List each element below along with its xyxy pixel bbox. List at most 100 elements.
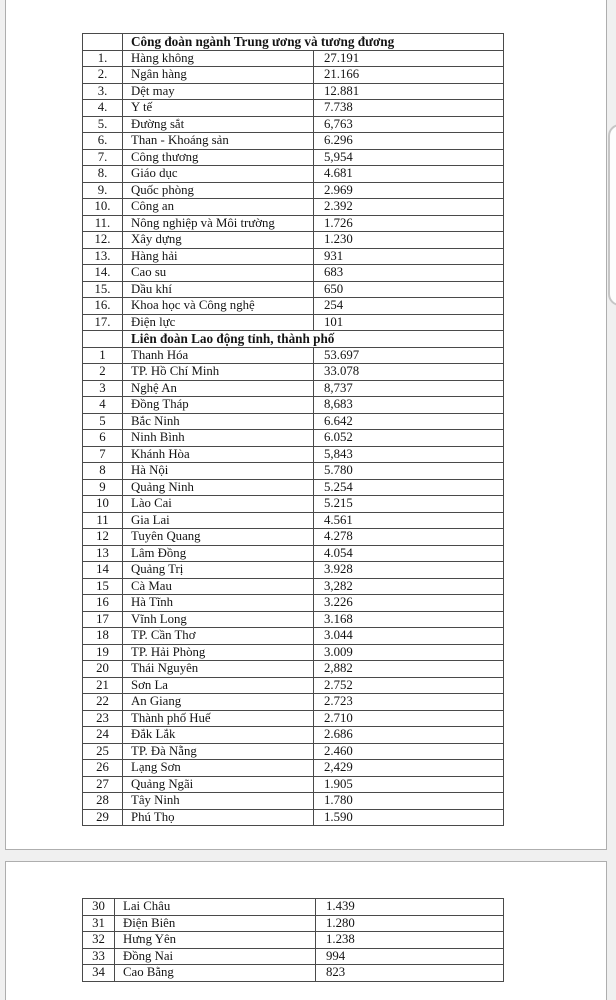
row-number-cell: 8. — [82, 165, 123, 183]
member-count-cell: 994 — [315, 947, 504, 965]
union-name-cell: Thái Nguyên — [122, 660, 314, 678]
table-row: 12 Tuyên Quang 4.278 — [82, 528, 504, 546]
row-number-cell: 29 — [82, 808, 123, 826]
member-count-cell: 1.780 — [313, 792, 504, 810]
row-number-cell: 8 — [82, 462, 123, 480]
union-name-cell: TP. Đà Nẵng — [122, 742, 314, 760]
row-number-cell: 17 — [82, 610, 123, 628]
member-count-cell: 1.280 — [315, 914, 504, 932]
empty-number-cell — [82, 330, 123, 348]
union-name-cell: Nghệ An — [122, 379, 314, 397]
member-count-cell: 6.052 — [313, 429, 504, 447]
table-row: 13 Lâm Đồng 4.054 — [82, 544, 504, 562]
row-number-cell: 30 — [82, 898, 115, 916]
union-membership-table: Công đoàn ngành Trung ương và tương đươn… — [82, 33, 504, 826]
member-count-cell: 2.460 — [313, 742, 504, 760]
union-name-cell: Hà Tĩnh — [122, 594, 314, 612]
row-number-cell: 6. — [82, 132, 123, 150]
table-row: 3 Nghệ An 8,737 — [82, 379, 504, 397]
table-row: 29 Phú Thọ 1.590 — [82, 808, 504, 826]
union-name-cell: Khoa học và Công nghệ — [122, 297, 314, 315]
table-row: 17 Vĩnh Long 3.168 — [82, 610, 504, 628]
union-name-cell: Quảng Trị — [122, 561, 314, 579]
row-number-cell: 15. — [82, 280, 123, 298]
table-row: 11 Gia Lai 4.561 — [82, 511, 504, 529]
union-name-cell: Hàng hải — [122, 247, 314, 265]
table-row: 28 Tây Ninh 1.780 — [82, 792, 504, 810]
table-row: 10. Công an 2.392 — [82, 198, 504, 216]
member-count-cell: 1.726 — [313, 214, 504, 232]
table-row: 16 Hà Tĩnh 3.226 — [82, 594, 504, 612]
table-row: 7. Công thương 5,954 — [82, 148, 504, 166]
row-number-cell: 25 — [82, 742, 123, 760]
row-number-cell: 9. — [82, 181, 123, 199]
union-name-cell: Điện lực — [122, 313, 314, 331]
union-name-cell: TP. Hải Phòng — [122, 643, 314, 661]
row-number-cell: 4 — [82, 396, 123, 414]
union-name-cell: Hưng Yên — [114, 931, 316, 949]
union-name-cell: Lâm Đồng — [122, 544, 314, 562]
row-number-cell: 7. — [82, 148, 123, 166]
member-count-cell: 683 — [313, 264, 504, 282]
union-name-cell: Phú Thọ — [122, 808, 314, 826]
member-count-cell: 4.054 — [313, 544, 504, 562]
document-page-2: 30 Lai Châu 1.439 31 Điện Biên 1.280 32 Hưng Yê… — [5, 861, 607, 1000]
table-row: 27 Quảng Ngãi 1.905 — [82, 775, 504, 793]
row-number-cell: 12 — [82, 528, 123, 546]
union-name-cell: Khánh Hòa — [122, 445, 314, 463]
union-name-cell: Đồng Tháp — [122, 396, 314, 414]
union-name-cell: Lai Châu — [114, 898, 316, 916]
row-number-cell: 1. — [82, 49, 123, 67]
table-row: 5 Bắc Ninh 6.642 — [82, 412, 504, 430]
union-name-cell: Dệt may — [122, 82, 314, 100]
union-name-cell: Điện Biên — [114, 914, 316, 932]
table-row: 15 Cà Mau 3,282 — [82, 577, 504, 595]
table-row: 14 Quảng Trị 3.928 — [82, 561, 504, 579]
table-row: 4. Y tế 7.738 — [82, 99, 504, 117]
member-count-cell: 1.230 — [313, 231, 504, 249]
member-count-cell: 3.928 — [313, 561, 504, 579]
union-name-cell: Hà Nội — [122, 462, 314, 480]
row-number-cell: 7 — [82, 445, 123, 463]
table-row: 25 TP. Đà Nẵng 2.460 — [82, 742, 504, 760]
document-page-1: Công đoàn ngành Trung ương và tương đươn… — [5, 0, 607, 850]
union-name-cell: Công an — [122, 198, 314, 216]
member-count-cell: 1.238 — [315, 931, 504, 949]
row-number-cell: 20 — [82, 660, 123, 678]
union-membership-table-continued-body: 30 Lai Châu 1.439 31 Điện Biên 1.280 32 Hưng Yê… — [82, 898, 504, 982]
union-name-cell: Lào Cai — [122, 495, 314, 513]
row-number-cell: 1 — [82, 346, 123, 364]
member-count-cell: 8,737 — [313, 379, 504, 397]
table-row: 1. Hàng không 27.191 — [82, 49, 504, 67]
member-count-cell: 2.686 — [313, 726, 504, 744]
table-row: 7 Khánh Hòa 5,843 — [82, 445, 504, 463]
row-number-cell: 5 — [82, 412, 123, 430]
table-row: 8 Hà Nội 5.780 — [82, 462, 504, 480]
table-row: 10 Lào Cai 5.215 — [82, 495, 504, 513]
member-count-cell: 7.738 — [313, 99, 504, 117]
member-count-cell: 2,429 — [313, 759, 504, 777]
member-count-cell: 3.226 — [313, 594, 504, 612]
member-count-cell: 3.009 — [313, 643, 504, 661]
table-row: 14. Cao su 683 — [82, 264, 504, 282]
row-number-cell: 2 — [82, 363, 123, 381]
table-row: 16. Khoa học và Công nghệ 254 — [82, 297, 504, 315]
row-number-cell: 32 — [82, 931, 115, 949]
union-name-cell: Tuyên Quang — [122, 528, 314, 546]
table-row: 3. Dệt may 12.881 — [82, 82, 504, 100]
member-count-cell: 2.710 — [313, 709, 504, 727]
member-count-cell: 823 — [315, 964, 504, 982]
table-row: 26 Lạng Sơn 2,429 — [82, 759, 504, 777]
table-row: 2 TP. Hồ Chí Minh 33.078 — [82, 363, 504, 381]
member-count-cell: 5.215 — [313, 495, 504, 513]
member-count-cell: 5.780 — [313, 462, 504, 480]
scrollbar-thumb[interactable] — [608, 124, 616, 306]
union-name-cell: Gia Lai — [122, 511, 314, 529]
member-count-cell: 2.752 — [313, 676, 504, 694]
row-number-cell: 19 — [82, 643, 123, 661]
member-count-cell: 53.697 — [313, 346, 504, 364]
union-name-cell: Thanh Hóa — [122, 346, 314, 364]
member-count-cell: 3,282 — [313, 577, 504, 595]
member-count-cell: 6,763 — [313, 115, 504, 133]
row-number-cell: 23 — [82, 709, 123, 727]
